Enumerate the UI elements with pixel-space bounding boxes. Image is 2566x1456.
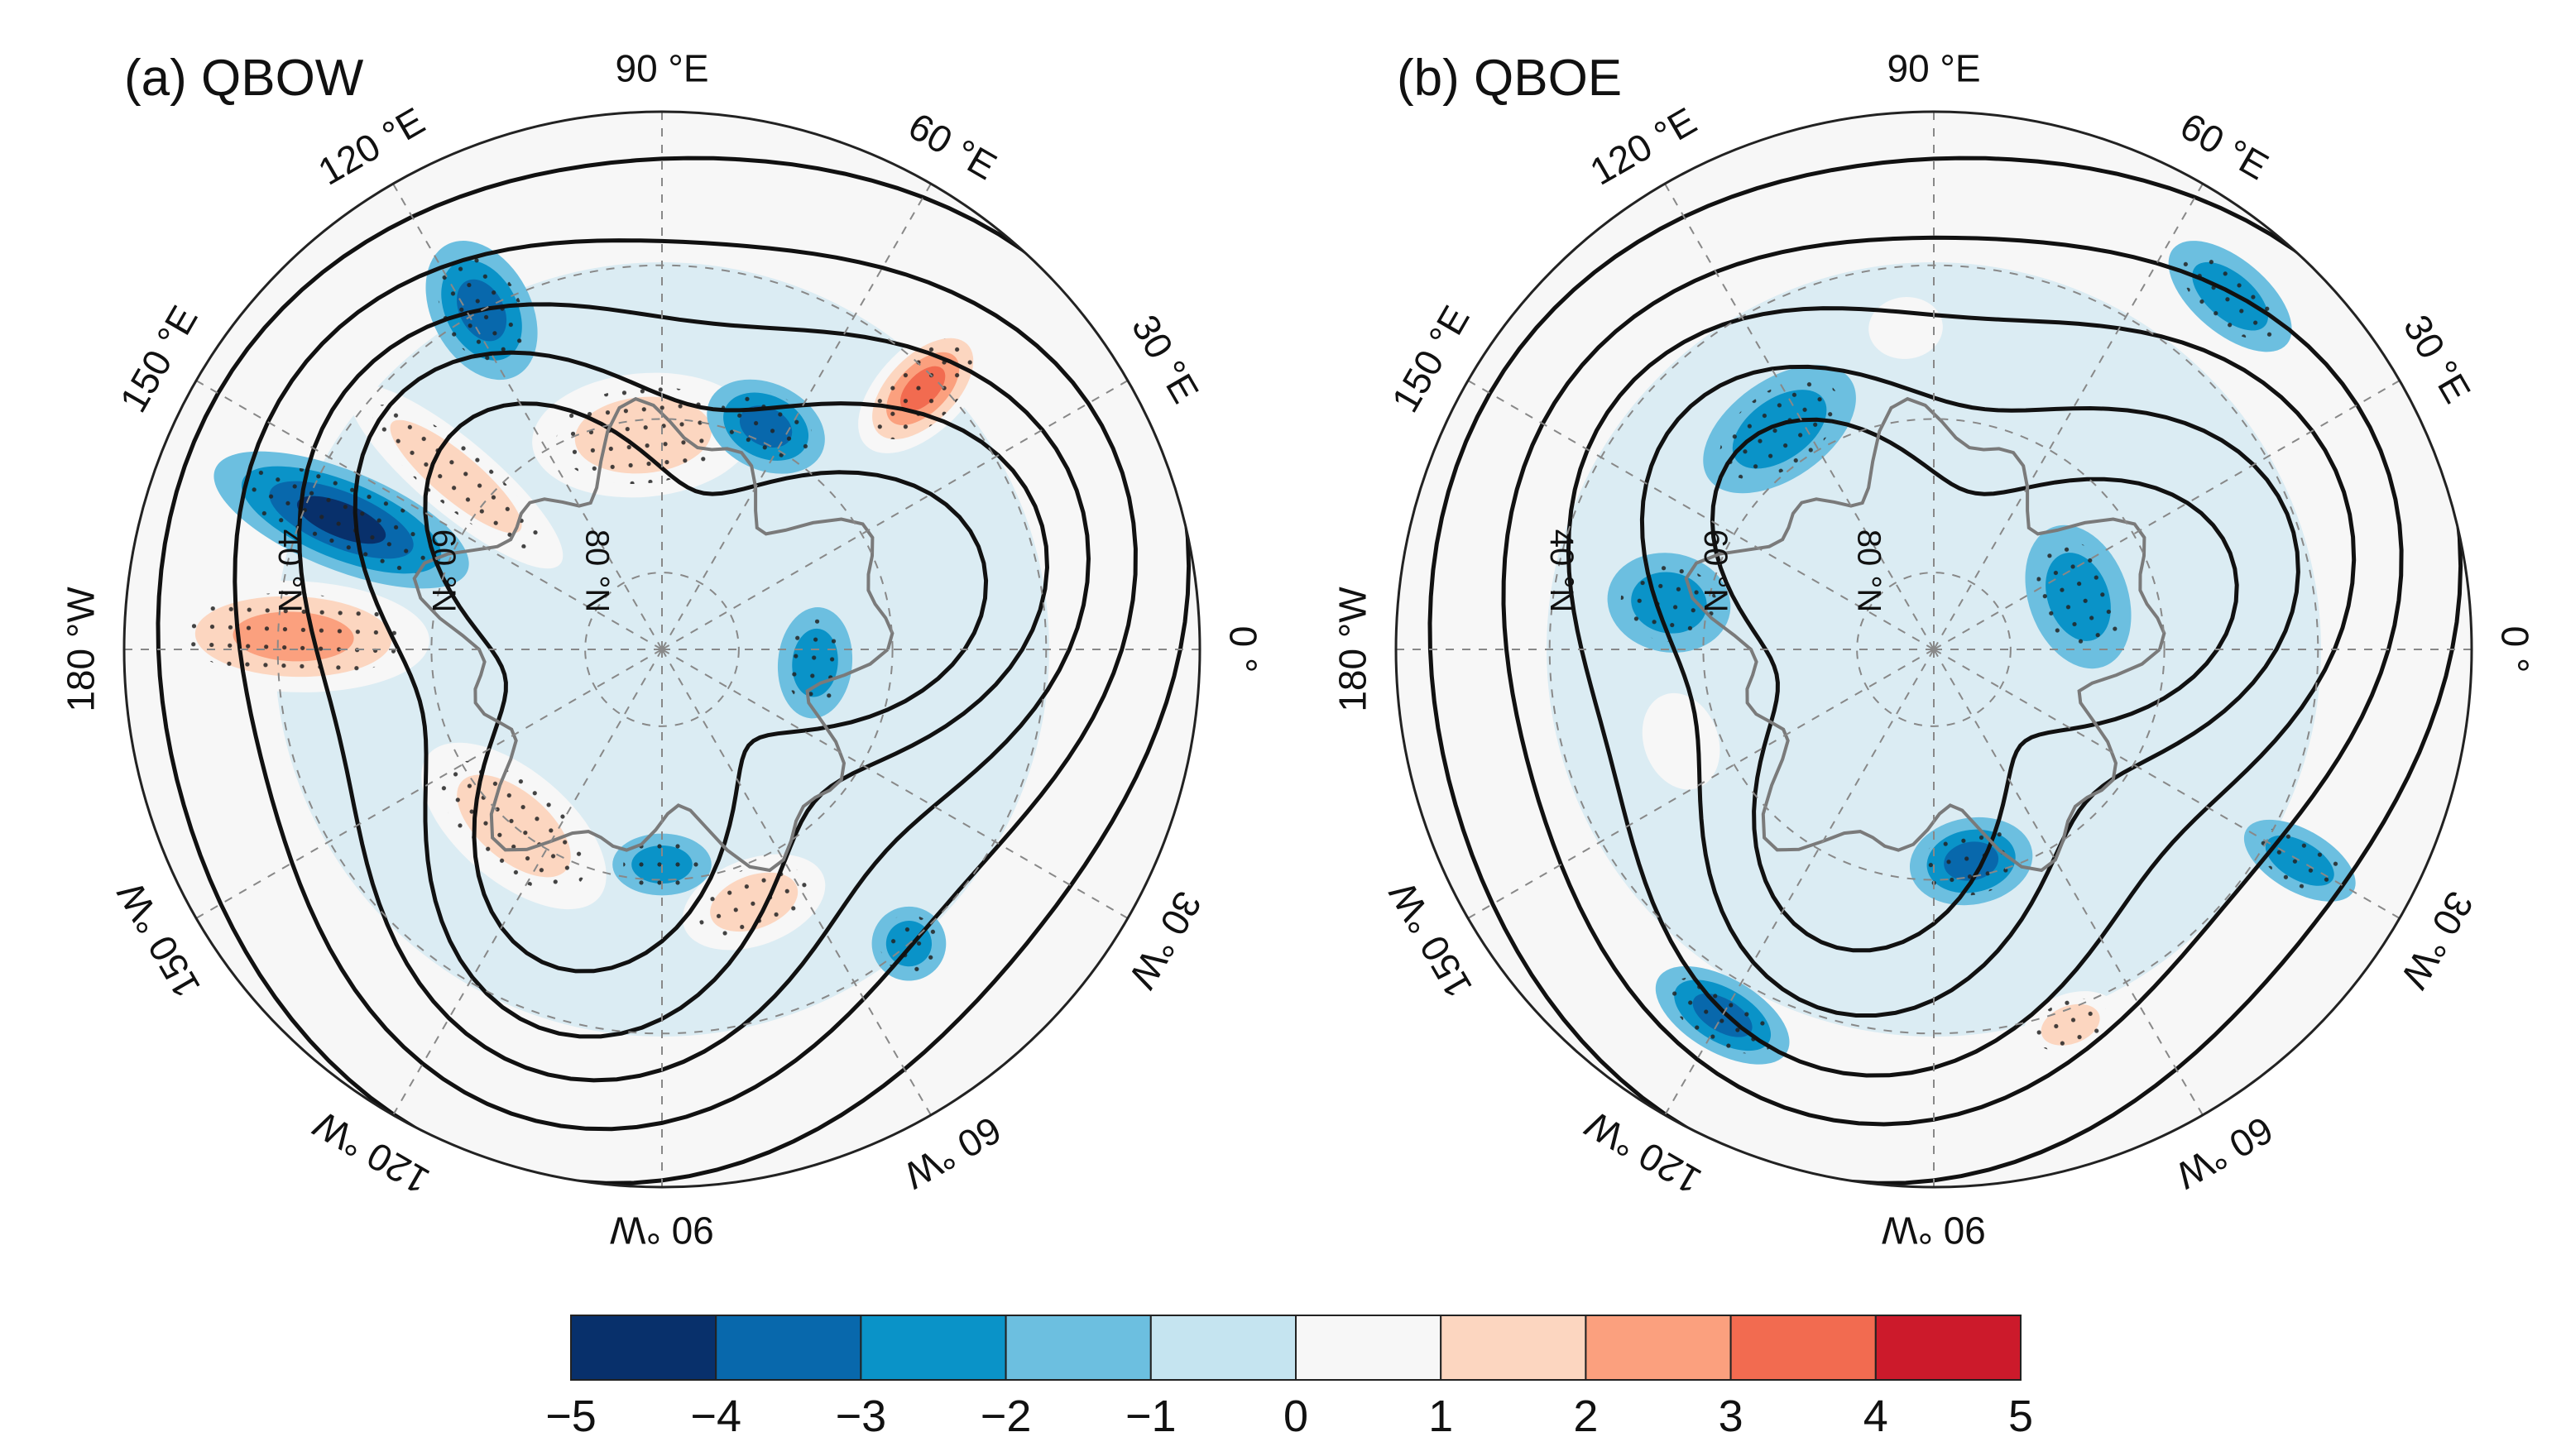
- meridian-line: [661, 649, 932, 1116]
- significance-stipple: [698, 864, 810, 940]
- longitude-label: 90 °E: [1887, 46, 1980, 89]
- meridian-line: [392, 183, 663, 650]
- latitude-label: 60 °N: [1697, 529, 1734, 613]
- colorbar-swatch: [1585, 1315, 1732, 1381]
- panel-title: (a) QBOW: [124, 50, 364, 107]
- significance-stipple: [1719, 379, 1839, 480]
- meridian-line: [1933, 380, 2401, 650]
- meridian-line: [1933, 649, 2204, 1116]
- colorbar-swatch: [1149, 1315, 1297, 1381]
- latitude-label: 40 °N: [1543, 529, 1580, 613]
- latitude-label: 60 °N: [425, 529, 462, 613]
- map-area: [1396, 112, 2472, 1187]
- colorbar-swatch: [1874, 1315, 2022, 1381]
- map-border: [1394, 110, 2473, 1189]
- colorbar-tick-label: 1: [1428, 1391, 1453, 1441]
- significance-stipple: [2036, 540, 2120, 654]
- colorbar-swatch: [860, 1315, 1007, 1381]
- colorbar-tick-label: 3: [1719, 1391, 1743, 1441]
- colorbar-tick-label: −3: [836, 1391, 887, 1441]
- significance-stipple: [241, 466, 442, 574]
- latitude-circle: [430, 418, 894, 881]
- colorbar-tick-label: −4: [690, 1391, 741, 1441]
- longitude-label: 0 °: [1222, 626, 1265, 673]
- meridian-line: [1467, 649, 1935, 919]
- colorbar-swatch: [1295, 1315, 1442, 1381]
- meridian-line: [661, 649, 1129, 919]
- colorbar-tick-label: 0: [1283, 1391, 1308, 1441]
- meridian-line: [1467, 380, 1935, 650]
- colorbar-tick-label: 4: [1863, 1391, 1888, 1441]
- latitude-circle: [1702, 418, 2166, 881]
- meridian-line: [1664, 183, 1935, 650]
- meridian-line: [195, 649, 663, 919]
- longitude-label: 90 °W: [610, 1209, 714, 1252]
- colorbar-swatch: [1440, 1315, 1587, 1381]
- meridian-line: [661, 183, 932, 650]
- longitude-label: 180 °W: [59, 587, 102, 712]
- map-area: [124, 112, 1200, 1187]
- meridian-line: [1933, 183, 2204, 650]
- meridian-line: [661, 380, 1129, 650]
- latitude-circle: [1856, 572, 2012, 727]
- panel-qboe: (b) QBOE 90 °E60 °E30 °E0 °30 °W60 °W90 …: [1331, 46, 2536, 1252]
- latitude-label: 80 °N: [1851, 529, 1887, 613]
- longitude-label: 180 °W: [1331, 587, 1374, 712]
- colorbar-swatch: [715, 1315, 862, 1381]
- colorbar-tick-label: −5: [545, 1391, 597, 1441]
- longitude-label: 0 °: [2494, 626, 2537, 673]
- meridian-line: [1664, 649, 1935, 1116]
- colorbar-tick-label: 5: [2008, 1391, 2033, 1441]
- latitude-label: 80 °N: [579, 529, 616, 613]
- meridian-line: [195, 380, 663, 650]
- panel-qbow: (a) QBOW 90 °E60 °E30 °E0 °30 °W60 °W90 …: [59, 46, 1264, 1252]
- map-border: [122, 110, 1201, 1189]
- meridian-line: [392, 649, 663, 1116]
- latitude-label: 40 °N: [271, 529, 308, 613]
- colorbar-swatch: [1005, 1315, 1152, 1381]
- significance-stipple: [2181, 252, 2279, 340]
- longitude-label: 90 °E: [615, 46, 708, 89]
- colorbar: −5 −4 −3 −2 −1 0 1 2 3 4 5: [545, 1315, 2033, 1441]
- longitude-label: 90 °W: [1882, 1209, 1986, 1252]
- colorbar-tick-label: −1: [1125, 1391, 1177, 1441]
- significance-stipple: [372, 405, 540, 549]
- colorbar-swatch: [1729, 1315, 1877, 1381]
- meridian-line: [1933, 649, 2401, 919]
- latitude-circle: [584, 572, 740, 727]
- significance-stipple: [785, 619, 845, 706]
- significance-stipple: [872, 338, 974, 439]
- colorbar-swatch: [570, 1315, 717, 1381]
- significance-stipple: [2033, 998, 2108, 1051]
- colorbar-tick-label: 2: [1573, 1391, 1598, 1441]
- panel-title: (b) QBOE: [1397, 50, 1622, 107]
- colorbar-tick-label: −2: [981, 1391, 1032, 1441]
- contour-line: [1501, 235, 2404, 1127]
- significance-stipple: [1620, 563, 1718, 642]
